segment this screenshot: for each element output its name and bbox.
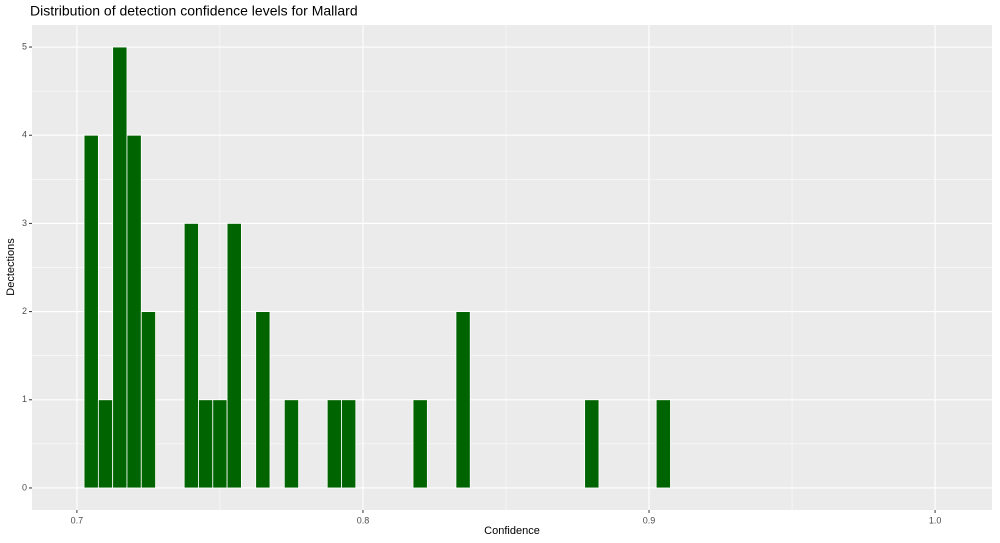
bar <box>226 223 242 489</box>
bar <box>83 134 99 489</box>
y-tick-label: 4 <box>22 130 27 140</box>
x-tick-label: 0.9 <box>643 515 656 525</box>
y-tick-label: 5 <box>22 41 27 51</box>
bar <box>655 399 671 489</box>
bar <box>126 134 142 489</box>
x-tick-label: 0.8 <box>357 515 370 525</box>
y-tick-label: 0 <box>22 482 27 492</box>
y-tick-label: 2 <box>22 306 27 316</box>
bar <box>283 399 300 489</box>
chart-title: Distribution of detection confidence lev… <box>30 3 358 19</box>
bar <box>112 46 128 489</box>
bar <box>140 311 156 489</box>
bar <box>198 399 214 489</box>
bar <box>455 311 471 489</box>
y-axis-label: Dectections <box>5 238 17 296</box>
x-tick-label: 1.0 <box>929 515 942 525</box>
bar <box>255 311 271 489</box>
bar <box>412 399 428 489</box>
y-tick-label: 1 <box>22 394 27 404</box>
bar <box>584 399 600 489</box>
x-axis-label: Confidence <box>484 525 540 537</box>
bar <box>97 399 114 489</box>
bar <box>326 399 342 489</box>
y-tick-label: 3 <box>22 218 27 228</box>
bar <box>212 399 228 489</box>
bar <box>183 223 199 489</box>
x-tick-label: 0.7 <box>71 515 84 525</box>
bar <box>341 399 357 489</box>
